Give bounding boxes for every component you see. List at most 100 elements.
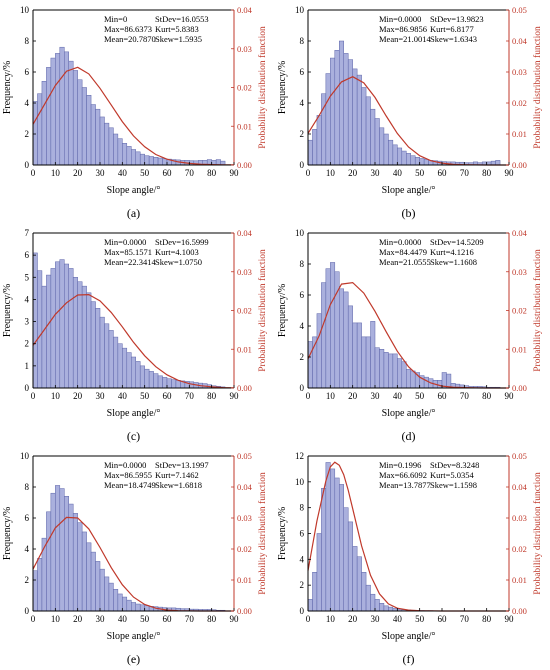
stats-text: Min=0.0000 [379, 14, 421, 24]
x-tick-label: 60 [163, 391, 173, 401]
histogram-bar [316, 533, 322, 612]
histogram-bar [68, 60, 74, 166]
x-tick-label: 30 [371, 391, 381, 401]
histogram-bar [113, 133, 119, 166]
panel-label: (b) [402, 206, 416, 220]
y-tick-label: 6 [25, 67, 30, 77]
x-tick-label: 80 [207, 614, 217, 624]
histogram-bar [55, 485, 61, 612]
histogram-bar [41, 285, 47, 389]
stats-text: Min=0.0000 [104, 237, 146, 247]
histogram-bar [64, 263, 69, 389]
histogram-bar [117, 593, 123, 612]
stats-text: StDev=8.3248 [430, 460, 479, 470]
histogram-bar [81, 285, 87, 389]
histogram-bar [379, 127, 385, 166]
histogram-bar [68, 503, 74, 612]
x-tick-label: 90 [505, 168, 515, 178]
histogram-bar [50, 57, 56, 166]
histogram-bar [95, 308, 101, 389]
stats-text: Kurt=5.8383 [155, 24, 199, 34]
stats-text: Mean=21.0014 [379, 34, 432, 44]
histogram-bar [50, 268, 56, 389]
histogram-bar [410, 370, 416, 389]
y-axis-title: Frequency/% [277, 507, 288, 560]
histogram-bar [325, 268, 331, 389]
y2-tick-label: 0.01 [237, 121, 252, 131]
histogram-bar [32, 570, 38, 612]
stats-text: Max=86.9856 [379, 24, 427, 34]
y2-axis-title: Probability distribution function [532, 472, 543, 595]
histogram-bar [86, 542, 92, 612]
histogram-bar [397, 147, 403, 166]
x-axis-title: Slope angle/° [107, 185, 161, 196]
histogram-bar [495, 160, 501, 166]
x-tick-label: 10 [51, 614, 61, 624]
x-tick-label: 30 [96, 168, 106, 178]
x-tick-label: 50 [140, 391, 150, 401]
histogram-bar [113, 336, 119, 389]
histogram-bar [446, 373, 452, 389]
histogram-bar [437, 380, 443, 389]
y-tick-label: 2 [300, 352, 305, 362]
histogram-bar [330, 262, 336, 389]
histogram-bar [401, 361, 407, 389]
histogram-bar [379, 603, 385, 612]
y2-axis-title: Probability distribution function [532, 26, 543, 149]
histogram-bar [423, 159, 429, 166]
y2-tick-label: 0.01 [512, 575, 527, 585]
histogram-bar [356, 556, 362, 612]
y2-tick-label: 0.05 [512, 5, 527, 15]
y-axis-title: Frequency/% [277, 61, 288, 114]
stats-text: Min=0.0000 [104, 460, 146, 470]
x-tick-label: 10 [326, 614, 336, 624]
histogram-bar [374, 599, 380, 612]
histogram-bar [41, 81, 47, 166]
stats-text: Min=0.1996 [379, 460, 421, 470]
y2-tick-label: 0.01 [512, 129, 527, 139]
x-axis-title: Slope angle/° [107, 408, 161, 419]
histogram-bar [388, 353, 394, 389]
y2-tick-label: 0.02 [512, 98, 527, 108]
histogram-bar [95, 108, 101, 166]
y-tick-label: 0 [25, 606, 30, 616]
histogram-bar [334, 477, 340, 612]
y2-tick-label: 0.03 [512, 267, 527, 277]
y2-tick-label: 0.02 [512, 306, 527, 316]
histogram-bar [117, 343, 123, 389]
x-tick-label: 40 [393, 614, 403, 624]
histogram-bar [64, 51, 69, 166]
x-tick-label: 50 [140, 614, 150, 624]
y2-tick-label: 0.01 [237, 575, 252, 585]
x-tick-label: 40 [118, 614, 128, 624]
histogram-bar [77, 281, 83, 389]
histogram-bar [370, 321, 376, 389]
y-tick-label: 2 [25, 575, 30, 585]
histogram-bar [361, 336, 367, 389]
histogram-bar [37, 558, 43, 612]
histogram-bar [50, 492, 56, 612]
histogram-bar [46, 274, 52, 389]
x-axis-title: Slope angle/° [382, 631, 436, 642]
histogram-bar [81, 531, 87, 612]
histogram-bar [347, 521, 353, 612]
stats-text: Max=66.6092 [379, 470, 427, 480]
y-tick-label: 10 [20, 451, 30, 461]
x-tick-label: 80 [482, 614, 492, 624]
y-tick-label: 2 [300, 580, 305, 590]
histogram-bar [406, 369, 411, 389]
y2-axis-title: Probability distribution function [257, 26, 268, 149]
y2-tick-label: 0.05 [512, 451, 527, 461]
y-tick-label: 6 [300, 290, 305, 300]
histogram-bar [117, 138, 123, 166]
x-tick-label: 70 [185, 168, 195, 178]
histogram-bar [135, 603, 141, 612]
x-tick-label: 20 [73, 614, 83, 624]
y2-tick-label: 0.02 [237, 306, 252, 316]
y2-tick-label: 0.04 [512, 228, 528, 238]
histogram-bar [81, 87, 87, 166]
histogram-bar [325, 462, 331, 612]
y-tick-label: 8 [300, 503, 305, 513]
histogram-bar [316, 115, 322, 166]
histogram-bar [55, 53, 61, 166]
